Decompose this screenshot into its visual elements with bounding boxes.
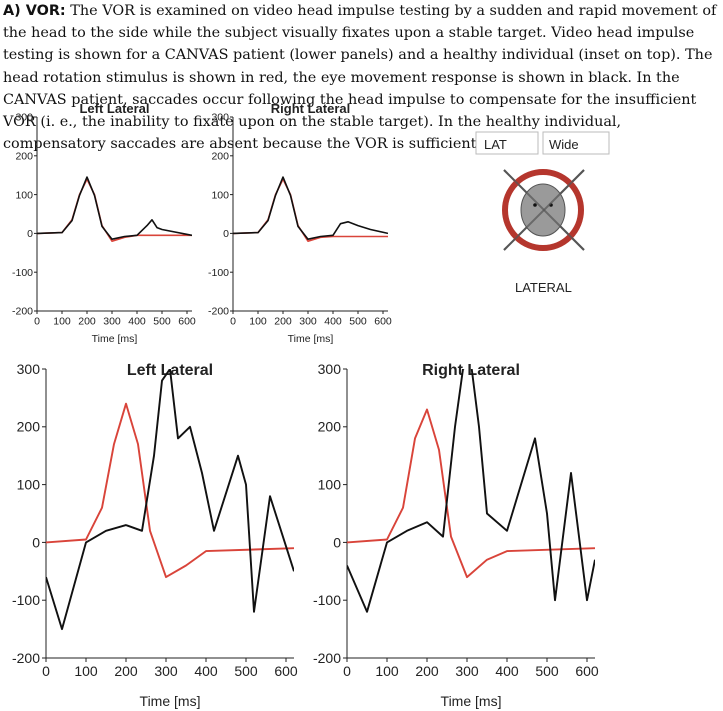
x-tick-label: 600	[178, 316, 196, 328]
x-tick-label: 300	[455, 663, 479, 679]
y-tick-label: 0	[223, 228, 229, 240]
x-tick-label: 0	[230, 316, 236, 328]
inset-field-lat-text: LAT	[484, 137, 507, 152]
y-tick-label: -100	[12, 592, 40, 608]
inset-field-wide-text: Wide	[549, 137, 579, 152]
x-tick-label: 100	[74, 663, 98, 679]
x-tick-label: 500	[153, 316, 171, 328]
head-impulse-lateral-icon	[502, 169, 585, 251]
x-tick-label: 500	[349, 316, 367, 328]
x-tick-label: 200	[114, 663, 138, 679]
x-tick-label: 400	[495, 663, 519, 679]
y-tick-label: 100	[15, 189, 33, 201]
x-axis-label: Time [ms]	[140, 693, 201, 709]
chart-healthy-left: Left Lateral -200 -100 0 100 200 300 0 100 200 300…	[12, 101, 196, 345]
x-tick-label: 100	[375, 663, 399, 679]
x-tick-label: 0	[42, 663, 50, 679]
x-tick-label: 600	[274, 663, 298, 679]
x-axis-label: Time [ms]	[288, 333, 334, 345]
y-tick-label: 100	[211, 189, 229, 201]
series-line-0	[46, 402, 294, 579]
series-group	[37, 176, 192, 242]
x-tick-label: 600	[575, 663, 599, 679]
y-tick-label: 200	[211, 150, 229, 162]
series-line-1	[37, 176, 192, 240]
inset-label: LATERAL	[515, 280, 572, 295]
y-tick-label: 200	[15, 150, 33, 162]
x-tick-label: 500	[234, 663, 258, 679]
series-group	[347, 369, 595, 613]
x-tick-label: 500	[535, 663, 559, 679]
x-tick-label: 400	[128, 316, 146, 328]
y-tick-label: 300	[17, 361, 41, 377]
y-tick-label: 100	[318, 477, 342, 493]
y-tick-label: 300	[318, 361, 342, 377]
y-tick-label: -200	[313, 650, 341, 666]
caption-label: A) VOR:	[3, 3, 66, 19]
y-tick-label: 0	[32, 534, 40, 550]
x-tick-label: 300	[299, 316, 317, 328]
x-tick-label: 100	[53, 316, 71, 328]
y-tick-label: 200	[17, 419, 41, 435]
y-tick-label: -100	[12, 267, 33, 279]
x-tick-label: 200	[274, 316, 292, 328]
y-tick-label: 0	[27, 228, 33, 240]
chart-title: Right Lateral	[271, 101, 350, 116]
x-tick-label: 100	[249, 316, 267, 328]
chart-title: Left Lateral	[79, 101, 149, 116]
series-line-1	[233, 176, 388, 240]
x-tick-label: 600	[374, 316, 392, 328]
figure-caption: A) VOR: The VOR is examined on video hea…	[3, 0, 721, 155]
series-line-0	[347, 408, 595, 579]
y-tick-label: -200	[208, 306, 229, 318]
x-tick-label: 300	[103, 316, 121, 328]
x-axis-label: Time [ms]	[441, 693, 502, 709]
y-tick-label: 100	[17, 477, 41, 493]
x-tick-label: 400	[324, 316, 342, 328]
y-tick-label: -200	[12, 650, 40, 666]
inset-field-lat	[475, 131, 539, 155]
x-axis-label: Time [ms]	[92, 333, 138, 345]
inset-field-wide	[542, 131, 610, 155]
caption-text: The VOR is examined on video head impuls…	[3, 3, 717, 153]
x-tick-label: 0	[34, 316, 40, 328]
y-tick-label: -200	[12, 306, 33, 318]
series-group	[233, 176, 388, 242]
series-line-1	[347, 369, 595, 613]
x-tick-label: 400	[194, 663, 218, 679]
x-tick-label: 200	[78, 316, 96, 328]
y-tick-label: 200	[318, 419, 342, 435]
inset-legend: LAT Wide LATERAL	[475, 131, 610, 295]
y-tick-label: 300	[15, 112, 33, 124]
x-tick-label: 0	[343, 663, 351, 679]
series-group	[46, 369, 294, 631]
y-tick-label: 300	[211, 112, 229, 124]
y-tick-label: 0	[333, 534, 341, 550]
x-tick-label: 200	[415, 663, 439, 679]
chart-healthy-right: Right Lateral -200 -100 0 100 200 300 0 100 200 30…	[208, 101, 392, 345]
y-tick-label: -100	[313, 592, 341, 608]
series-line-1	[46, 369, 294, 631]
y-tick-label: -100	[208, 267, 229, 279]
x-tick-label: 300	[154, 663, 178, 679]
